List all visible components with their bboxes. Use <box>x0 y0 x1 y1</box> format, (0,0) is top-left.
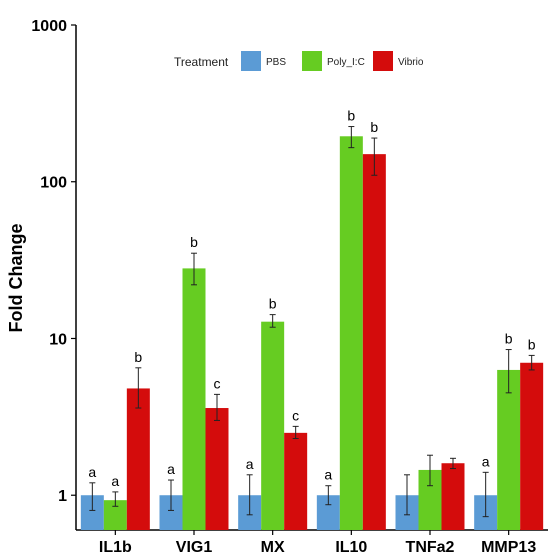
significance-label: b <box>190 234 198 250</box>
significance-label: a <box>482 453 490 469</box>
legend-swatch <box>373 51 393 71</box>
legend-label: Poly_I:C <box>327 57 365 68</box>
x-tick-label: MX <box>261 539 285 556</box>
legend-swatch <box>302 51 322 71</box>
bars <box>80 136 544 530</box>
significance-label: c <box>292 407 299 423</box>
bar <box>284 432 308 530</box>
bar <box>261 321 285 530</box>
axes: 1 10 100 1000 IL1b VIG1 MX IL10 TNFa2 MMP13 <box>31 18 548 556</box>
y-tick-label: 100 <box>40 175 67 192</box>
error-bars <box>89 126 535 518</box>
x-tick-label: TNFa2 <box>406 539 455 556</box>
bar <box>362 154 386 530</box>
legend: Treatment PBS Poly_I:C Vibrio <box>174 51 424 71</box>
y-axis-title: Fold Change <box>6 224 26 333</box>
x-tick-label: VIG1 <box>176 539 213 556</box>
legend-label: PBS <box>266 57 286 68</box>
legend-title: Treatment <box>174 55 229 69</box>
bar <box>205 408 229 530</box>
bar <box>182 268 206 530</box>
bar <box>159 495 183 530</box>
significance-label: c <box>214 375 221 391</box>
x-tick-label: IL10 <box>335 539 367 556</box>
significance-label: a <box>324 467 332 483</box>
bar <box>316 495 340 530</box>
legend-label: Vibrio <box>398 57 424 68</box>
significance-label: a <box>167 461 175 477</box>
significance-label: a <box>88 464 96 480</box>
significance-label: a <box>246 456 254 472</box>
bar <box>497 369 521 530</box>
bar <box>126 388 150 530</box>
significance-label: b <box>347 108 355 124</box>
bar <box>80 495 104 530</box>
x-tick-label: IL1b <box>99 539 132 556</box>
y-tick-label: 1000 <box>31 18 67 35</box>
bar <box>520 362 544 530</box>
bar <box>339 136 363 530</box>
significance-label: b <box>134 349 142 365</box>
significance-label: b <box>505 331 513 347</box>
significance-label: b <box>269 296 277 312</box>
bar <box>441 463 465 530</box>
legend-swatch <box>241 51 261 71</box>
significance-label: b <box>528 336 536 352</box>
significance-label: b <box>370 119 378 135</box>
bar <box>418 469 442 530</box>
y-tick-label: 1 <box>58 488 67 505</box>
x-tick-label: MMP13 <box>481 539 536 556</box>
y-tick-label: 10 <box>49 331 67 348</box>
significance-label: a <box>111 473 119 489</box>
bar <box>103 500 127 530</box>
